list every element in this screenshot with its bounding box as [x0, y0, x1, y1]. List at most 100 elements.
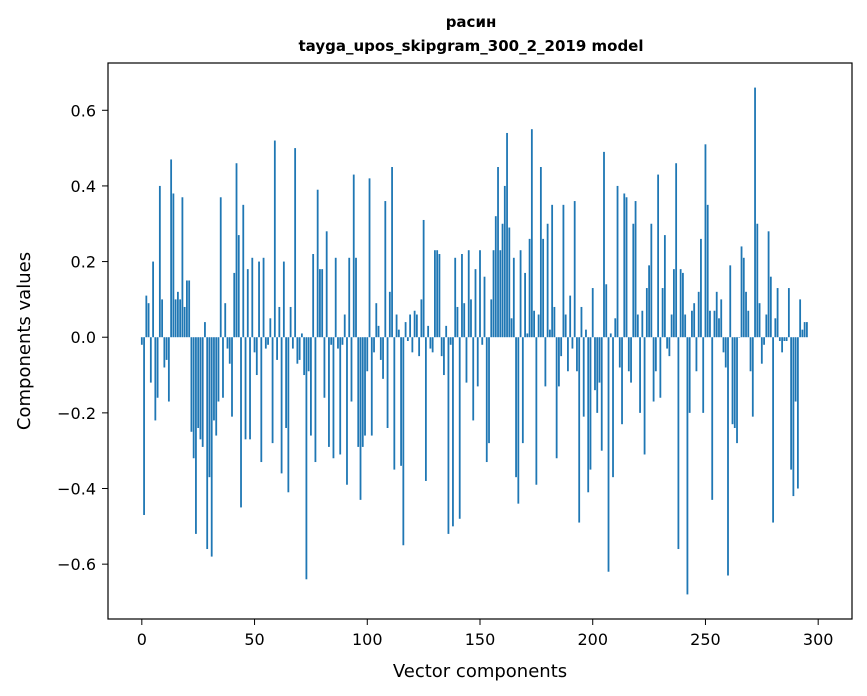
bar-96 [357, 337, 360, 447]
bar-101 [368, 178, 371, 338]
bar-133 [440, 337, 443, 357]
bar-285 [783, 337, 786, 341]
bar-209 [612, 337, 614, 478]
x-axis-ticks: 0 50 100 150 200 250 300 [137, 619, 833, 649]
bar-222 [641, 310, 644, 338]
bar-116 [402, 337, 405, 546]
bar-77 [314, 337, 317, 463]
bar-17 [179, 299, 182, 338]
bar-52 [258, 261, 260, 338]
bar-148 [474, 269, 477, 338]
bar-142 [461, 254, 463, 338]
bar-250 [704, 144, 707, 338]
bar-32 [213, 337, 215, 421]
bar-134 [443, 337, 445, 376]
bar-177 [539, 167, 542, 338]
bar-289 [792, 337, 795, 497]
bar-243 [688, 337, 691, 413]
bar-141 [458, 337, 461, 519]
bar-158 [497, 167, 499, 338]
bar-53 [260, 337, 263, 463]
bar-78 [316, 189, 319, 338]
y-tick-label: −0.4 [57, 480, 96, 499]
bar-14 [172, 193, 175, 338]
bar-108 [384, 201, 387, 338]
bar-232 [663, 235, 666, 338]
bar-183 [553, 306, 556, 338]
bar-11 [165, 337, 168, 360]
y-axis-ticks: −0.6 −0.4 −0.2 0.0 0.2 0.4 0.6 [57, 101, 108, 574]
bar-6 [154, 337, 157, 421]
bar-123 [418, 337, 421, 357]
bar-0 [140, 337, 143, 345]
bar-196 [582, 337, 585, 417]
bar-128 [429, 337, 432, 349]
bar-114 [397, 329, 400, 338]
bar-258 [722, 337, 725, 353]
bar-240 [682, 272, 684, 338]
bar-38 [226, 337, 229, 349]
bar-10 [163, 337, 166, 368]
bar-203 [598, 337, 601, 383]
bar-239 [679, 269, 682, 338]
bar-253 [711, 337, 714, 500]
bar-208 [609, 333, 612, 338]
bar-68 [294, 148, 297, 338]
bar-160 [501, 223, 504, 338]
bar-4 [149, 337, 152, 383]
bar-173 [530, 129, 533, 338]
bar-229 [657, 174, 660, 338]
bar-2 [145, 295, 148, 338]
x-axis-label: Vector components [393, 661, 567, 682]
bar-129 [431, 337, 434, 353]
bar-207 [607, 337, 610, 572]
bar-72 [303, 337, 306, 376]
x-tick-label: 250 [690, 630, 721, 649]
y-tick-label: 0.6 [71, 101, 96, 120]
bar-201 [594, 337, 596, 391]
plot-frame [107, 62, 853, 620]
bar-283 [778, 337, 781, 341]
bar-143 [463, 303, 466, 338]
bar-12 [167, 337, 170, 402]
bar-88 [339, 337, 342, 455]
bar-26 [199, 337, 202, 440]
bar-274 [758, 303, 761, 338]
bar-140 [456, 306, 459, 338]
bar-262 [731, 337, 734, 425]
bar-226 [650, 223, 653, 338]
bar-188 [564, 314, 567, 338]
bar-261 [729, 265, 732, 338]
bar-225 [648, 265, 650, 338]
bar-147 [472, 337, 475, 421]
bar-257 [720, 299, 723, 338]
bar-155 [490, 299, 493, 338]
bar-8 [158, 185, 161, 338]
bar-98 [361, 337, 364, 447]
bar-218 [632, 223, 635, 338]
bar-223 [643, 337, 646, 455]
bar-244 [691, 310, 693, 338]
bar-36 [222, 337, 224, 398]
chart-title-line1: расин [446, 13, 497, 31]
bar-204 [600, 337, 603, 451]
y-axis-label: Components values [14, 252, 35, 430]
bar-42 [235, 163, 238, 338]
bar-179 [544, 337, 547, 387]
bar-146 [470, 299, 472, 338]
bar-23 [192, 337, 195, 459]
bar-145 [467, 250, 470, 338]
bar-269 [747, 310, 750, 338]
bar-176 [537, 314, 540, 338]
bar-82 [325, 231, 328, 338]
bar-242 [686, 337, 689, 595]
bar-93 [350, 337, 353, 402]
bar-70 [298, 337, 301, 360]
bar-22 [190, 337, 193, 432]
bar-241 [684, 314, 687, 338]
bar-248 [700, 238, 702, 338]
y-tick-label: −0.6 [57, 555, 96, 574]
bar-259 [724, 337, 727, 368]
bar-153 [485, 337, 488, 463]
bar-284 [781, 337, 784, 353]
